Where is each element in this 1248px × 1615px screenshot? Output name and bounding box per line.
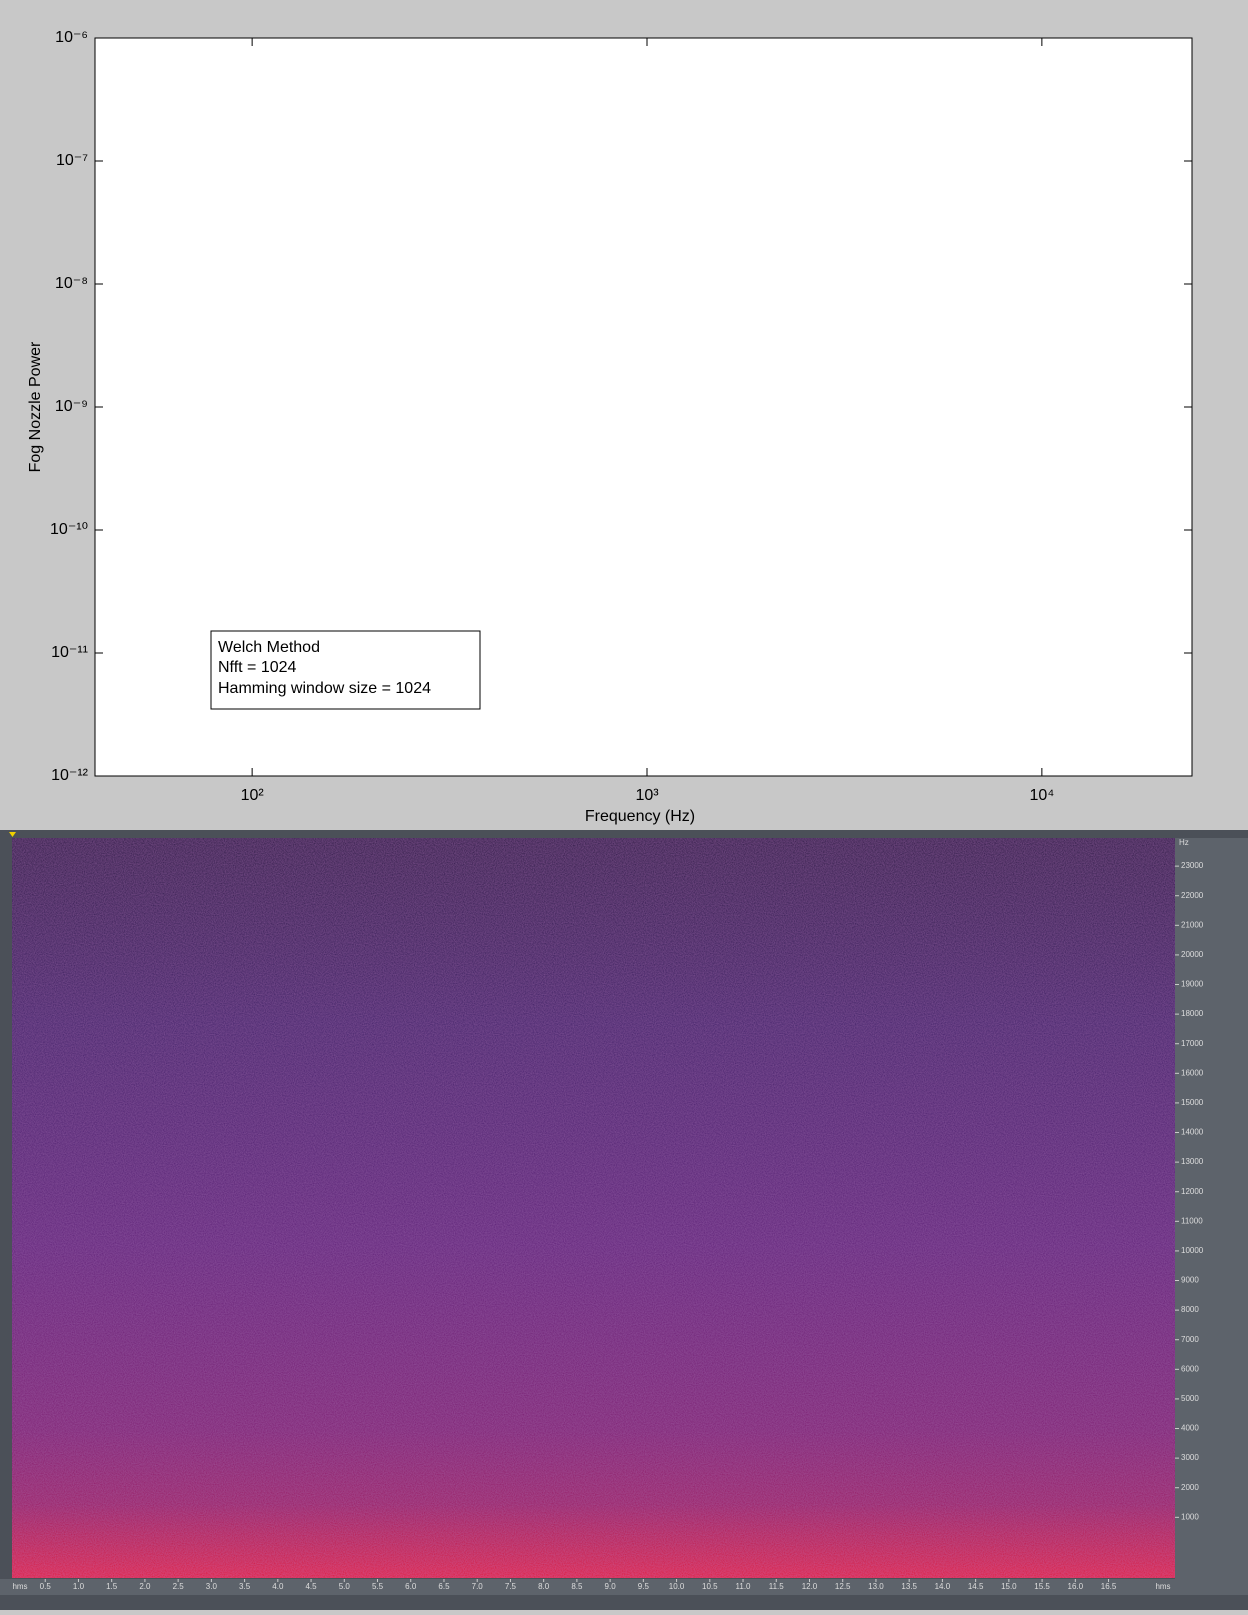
frequency-bar	[1175, 838, 1248, 1579]
y-tick-label: 5000	[1181, 1394, 1199, 1403]
y-tick-label: 4000	[1181, 1424, 1199, 1433]
spectrogram-image	[12, 838, 1175, 1578]
y-tick-label: 14000	[1181, 1128, 1204, 1137]
x-tick-label: 8.5	[571, 1582, 583, 1591]
x-tick-label: 14.0	[935, 1582, 951, 1591]
y-tick-label: 20000	[1181, 950, 1204, 959]
y-tick-label: 9000	[1181, 1276, 1199, 1285]
y-tick-label: 21000	[1181, 920, 1204, 929]
y-tick-label: 8000	[1181, 1305, 1199, 1314]
y-tick-label: 22000	[1181, 891, 1204, 900]
x-tick-label: 11.0	[736, 1582, 752, 1591]
y-tick-label: 15000	[1181, 1098, 1204, 1107]
x-tick-label: 9.5	[638, 1582, 650, 1591]
y-tick-label: 12000	[1181, 1187, 1204, 1196]
time-bar	[0, 1579, 1248, 1595]
y-tick-label: 17000	[1181, 1039, 1204, 1048]
x-tick-label: 6.0	[405, 1582, 417, 1591]
x-tick-label: 3.5	[239, 1582, 251, 1591]
annotation: Hamming window size = 1024	[218, 680, 431, 697]
annotation: Welch Method	[218, 639, 320, 656]
x-tick-label: 12.0	[802, 1582, 818, 1591]
y-tick-label: 1000	[1181, 1512, 1199, 1521]
x-tick-label: 1.5	[106, 1582, 118, 1591]
x-tick-label: 14.5	[968, 1582, 984, 1591]
x-unit: hms	[12, 1582, 27, 1591]
y-tick-label: 10⁻¹¹	[51, 644, 88, 661]
x-tick-label: 2.0	[139, 1582, 151, 1591]
x-tick-label: 10³	[635, 787, 659, 804]
y-tick-label: 11000	[1181, 1216, 1203, 1225]
x-tick-label: 10.5	[702, 1582, 718, 1591]
x-tick-label: 1.0	[73, 1582, 85, 1591]
x-tick-label: 10²	[241, 787, 265, 804]
y-tick-label: 18000	[1181, 1009, 1204, 1018]
x-tick-label: 12.5	[835, 1582, 851, 1591]
x-tick-label: 2.5	[173, 1582, 185, 1591]
x-tick-label: 5.5	[372, 1582, 384, 1591]
x-tick-label: 13.0	[868, 1582, 884, 1591]
y-tick-label: 23000	[1181, 861, 1204, 870]
y-tick-label: 2000	[1181, 1483, 1199, 1492]
x-tick-label: 7.0	[472, 1582, 484, 1591]
marker	[9, 832, 16, 837]
y-tick-label: 19000	[1181, 980, 1204, 989]
x-tick-label: 4.0	[272, 1582, 284, 1591]
annotation-box	[210, 630, 481, 710]
y-tick-label: 10⁻⁶	[55, 29, 88, 46]
x-tick-label: 8.0	[538, 1582, 550, 1591]
y-tick-label: 10⁻⁹	[55, 398, 88, 415]
x-tick-label: 6.5	[438, 1582, 450, 1591]
x-tick-label: 16.0	[1068, 1582, 1084, 1591]
x-tick-label: 16.5	[1101, 1582, 1117, 1591]
x-tick-label: 0.5	[40, 1582, 52, 1591]
annotation: Nfft = 1024	[218, 659, 297, 676]
x-tick-label: 3.0	[206, 1582, 218, 1591]
y-tick-label: 10⁻⁷	[56, 152, 88, 169]
x-unit: hms	[1155, 1582, 1170, 1591]
x-axis-label: Frequency (Hz)	[585, 808, 695, 825]
x-tick-label: 5.0	[339, 1582, 351, 1591]
y-tick-label: 10⁻⁸	[55, 275, 88, 292]
x-tick-label: 15.5	[1034, 1582, 1050, 1591]
x-tick-label: 10.0	[669, 1582, 685, 1591]
y-tick-label: 3000	[1181, 1453, 1199, 1462]
x-tick-label: 10⁴	[1030, 787, 1055, 804]
y-unit: Hz	[1179, 838, 1189, 847]
y-tick-label: 13000	[1181, 1157, 1204, 1166]
y-tick-label: 16000	[1181, 1068, 1204, 1077]
y-axis-label: Fog Nozzle Power	[27, 341, 44, 472]
x-tick-label: 11.5	[769, 1582, 785, 1591]
y-tick-label: 6000	[1181, 1364, 1199, 1373]
y-tick-label: 10000	[1181, 1246, 1204, 1255]
y-tick-label: 10⁻¹⁰	[50, 521, 88, 538]
x-tick-label: 15.0	[1001, 1582, 1017, 1591]
y-tick-label: 7000	[1181, 1335, 1199, 1344]
x-tick-label: 7.5	[505, 1582, 517, 1591]
y-tick-label: 10⁻¹²	[51, 767, 89, 784]
x-tick-label: 4.5	[305, 1582, 317, 1591]
x-tick-label: 9.0	[605, 1582, 617, 1591]
x-tick-label: 13.5	[901, 1582, 917, 1591]
